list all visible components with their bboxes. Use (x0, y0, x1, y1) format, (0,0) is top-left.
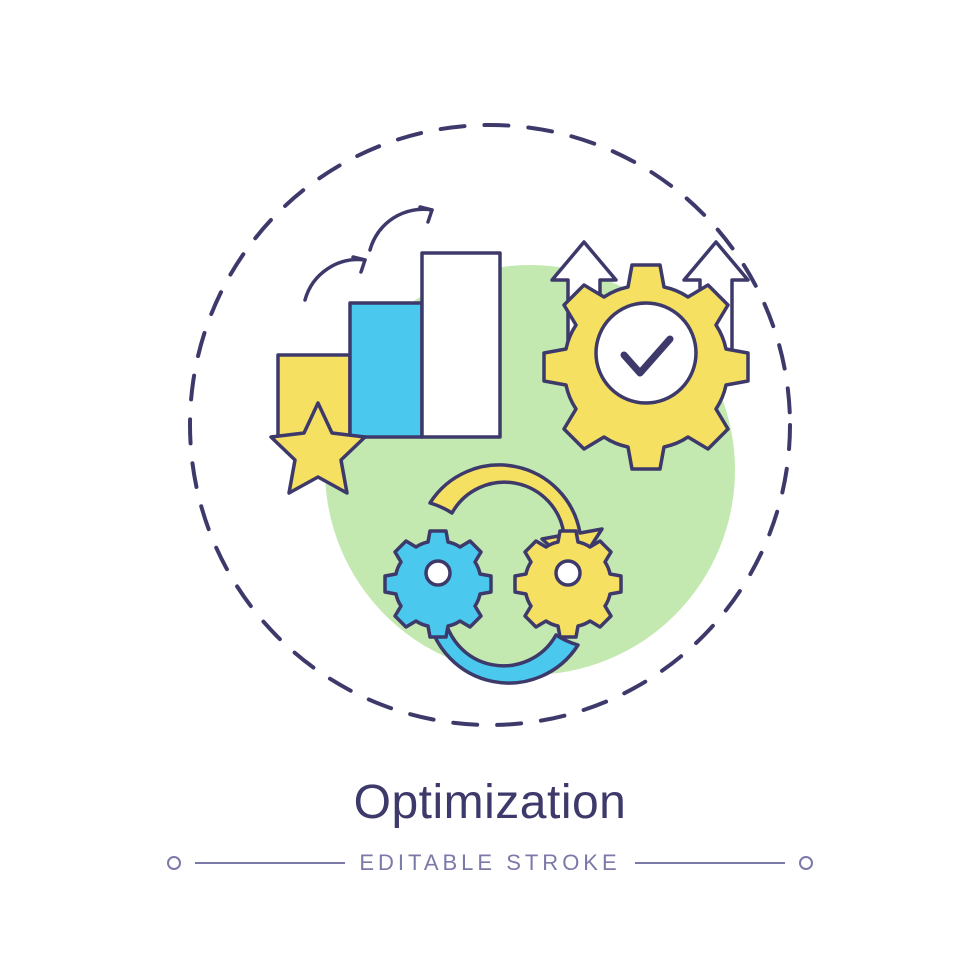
subtitle-row: EDITABLE STROKE (167, 850, 812, 876)
subtitle-line-right (635, 862, 785, 864)
subtitle-line-left (195, 862, 345, 864)
subtitle-dot-right (799, 856, 813, 870)
icon-title: Optimization (354, 775, 627, 830)
subtitle-text: EDITABLE STROKE (359, 850, 620, 876)
optimization-svg (170, 105, 810, 745)
subtitle-dot-left (167, 856, 181, 870)
bar-chart-icon (278, 253, 500, 437)
optimization-concept-icon (170, 105, 810, 745)
bar-growth-arrows (305, 207, 432, 300)
gear-check-icon (544, 265, 748, 469)
